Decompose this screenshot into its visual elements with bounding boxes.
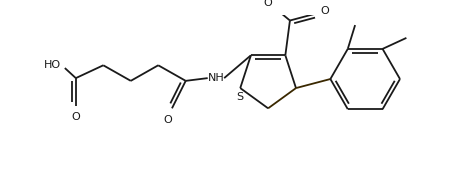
Text: O: O	[320, 6, 328, 16]
Text: NH: NH	[207, 73, 224, 83]
Text: O: O	[71, 112, 80, 122]
Text: O: O	[263, 0, 272, 8]
Text: HO: HO	[44, 60, 61, 70]
Text: S: S	[235, 92, 242, 102]
Text: O: O	[163, 115, 171, 125]
